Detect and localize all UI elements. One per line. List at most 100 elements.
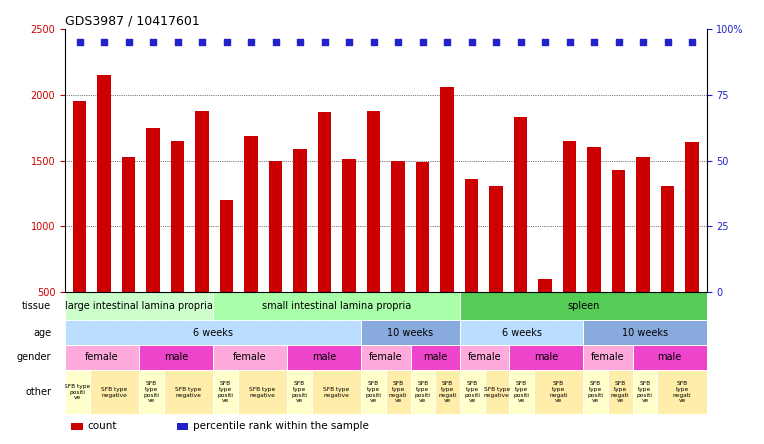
Bar	[657, 370, 707, 414]
Text: SFB type
negative: SFB type negative	[249, 387, 276, 397]
Text: female: female	[369, 353, 403, 362]
Point	[416, 39, 429, 46]
Point	[122, 39, 134, 46]
Text: SFB type
negative: SFB type negative	[175, 387, 202, 397]
Bar	[244, 135, 257, 292]
Text: SFB type
negative: SFB type negative	[323, 387, 350, 397]
Text: other: other	[25, 387, 51, 397]
Point	[392, 39, 404, 46]
Bar	[583, 370, 608, 414]
Point	[196, 39, 209, 46]
Bar	[73, 101, 86, 292]
Text: SFB type
negative: SFB type negative	[101, 387, 128, 397]
Text: SFB
type
negati
ve: SFB type negati ve	[673, 381, 691, 403]
Point	[98, 39, 110, 46]
Bar	[287, 345, 361, 370]
Text: SFB
type
positi
ve: SFB type positi ve	[637, 381, 653, 403]
Text: female: female	[85, 353, 118, 362]
Bar	[177, 423, 189, 430]
Text: SFB
type
positi
ve: SFB type positi ve	[513, 381, 529, 403]
Text: female: female	[233, 353, 267, 362]
Bar	[460, 292, 707, 320]
Bar	[213, 345, 287, 370]
Point	[147, 39, 159, 46]
Text: percentile rank within the sample: percentile rank within the sample	[193, 421, 369, 432]
Point	[563, 39, 575, 46]
Bar	[196, 111, 209, 292]
Bar	[171, 141, 184, 292]
Bar	[367, 111, 380, 292]
Text: male: male	[658, 353, 681, 362]
Bar	[510, 345, 583, 370]
Text: large intestinal lamina propria: large intestinal lamina propria	[65, 301, 213, 311]
Point	[294, 39, 306, 46]
Text: GDS3987 / 10417601: GDS3987 / 10417601	[65, 15, 199, 28]
Point	[441, 39, 453, 46]
Point	[73, 39, 86, 46]
Bar	[97, 75, 111, 292]
Text: count: count	[87, 421, 117, 432]
Bar	[220, 200, 233, 292]
Bar	[534, 370, 583, 414]
Point	[588, 39, 601, 46]
Bar	[514, 117, 527, 292]
Bar	[489, 186, 503, 292]
Point	[514, 39, 526, 46]
Text: age: age	[34, 328, 51, 337]
Bar	[65, 370, 89, 414]
Text: SFB
type
positi
ve: SFB type positi ve	[291, 381, 307, 403]
Bar	[89, 370, 139, 414]
Text: male: male	[423, 353, 447, 362]
Point	[465, 39, 478, 46]
Text: 10 weeks: 10 weeks	[622, 328, 668, 337]
Bar	[163, 370, 213, 414]
Point	[319, 39, 331, 46]
Bar	[386, 370, 410, 414]
Bar	[460, 370, 484, 414]
Bar	[588, 147, 601, 292]
Bar	[484, 370, 510, 414]
Bar	[410, 370, 435, 414]
Text: SFB
type
positi
ve: SFB type positi ve	[218, 381, 233, 403]
Bar	[633, 370, 657, 414]
Bar	[139, 370, 163, 414]
Bar	[636, 157, 649, 292]
Bar	[685, 142, 699, 292]
Bar	[465, 179, 478, 292]
Bar	[361, 320, 460, 345]
Bar	[563, 141, 576, 292]
Text: SFB
type
positi
ve: SFB type positi ve	[415, 381, 431, 403]
Bar	[416, 162, 429, 292]
Bar	[238, 370, 287, 414]
Point	[686, 39, 698, 46]
Bar	[65, 345, 139, 370]
Text: SFB
type
positi
ve: SFB type positi ve	[588, 381, 604, 403]
Bar	[661, 186, 675, 292]
Point	[613, 39, 625, 46]
Text: female: female	[468, 353, 501, 362]
Point	[245, 39, 257, 46]
Text: SFB
type
negati
ve: SFB type negati ve	[439, 381, 457, 403]
Text: tissue: tissue	[22, 301, 51, 311]
Point	[637, 39, 649, 46]
Bar	[65, 320, 361, 345]
Text: male: male	[534, 353, 558, 362]
Text: SFB
type
positi
ve: SFB type positi ve	[365, 381, 381, 403]
Bar	[65, 292, 213, 320]
Text: male: male	[164, 353, 188, 362]
Text: 6 weeks: 6 weeks	[502, 328, 542, 337]
Bar	[312, 370, 361, 414]
Text: male: male	[312, 353, 336, 362]
Point	[221, 39, 233, 46]
Point	[490, 39, 502, 46]
Bar	[435, 370, 460, 414]
Bar	[342, 159, 356, 292]
Point	[662, 39, 674, 46]
Bar	[583, 320, 707, 345]
Text: female: female	[591, 353, 625, 362]
Point	[539, 39, 551, 46]
Text: small intestinal lamina propria: small intestinal lamina propria	[262, 301, 411, 311]
Bar	[633, 345, 707, 370]
Bar	[460, 320, 583, 345]
Bar	[139, 345, 213, 370]
